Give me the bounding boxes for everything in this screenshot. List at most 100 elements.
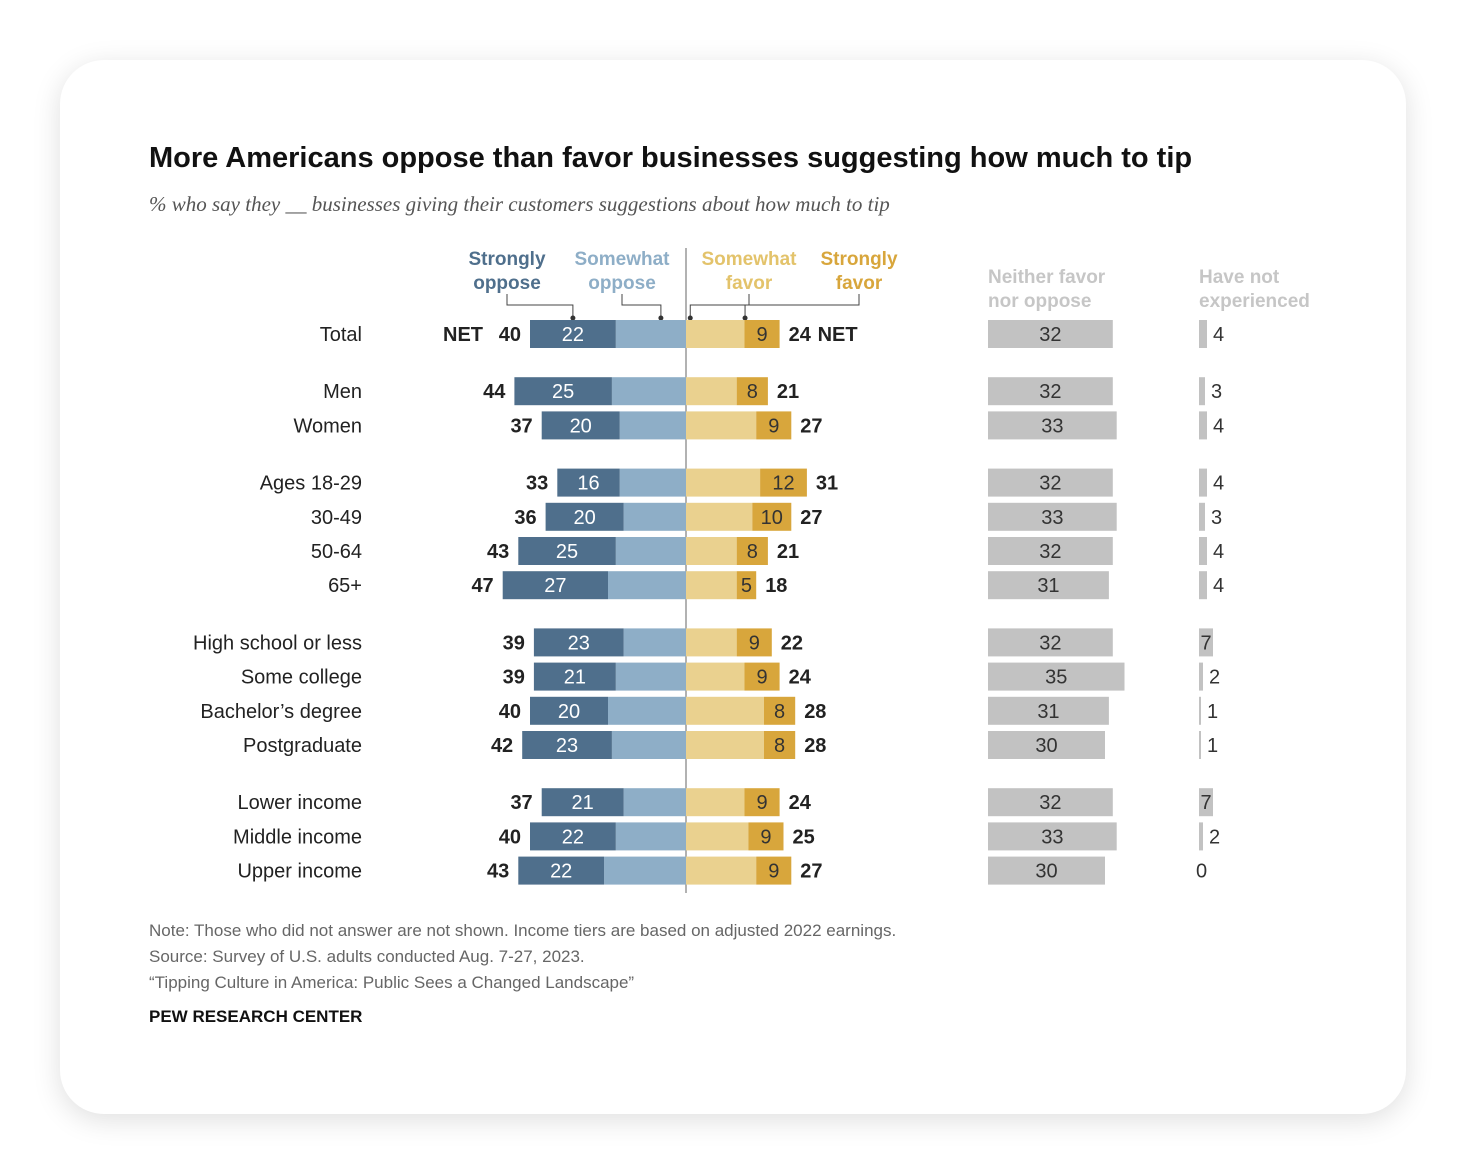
category-label: Some college [241, 667, 362, 689]
net-favor-value: 27 [800, 507, 822, 529]
bar-not-experienced [1199, 628, 1213, 657]
value-not-experienced: 7 [1200, 632, 1211, 654]
value-not-experienced: 4 [1213, 324, 1224, 346]
net-oppose-value: 39 [503, 667, 525, 689]
bar-strongly-favor [748, 822, 784, 851]
bar-neither [988, 856, 1105, 885]
bar-somewhat-favor [686, 468, 761, 497]
value-neither: 32 [1039, 632, 1061, 654]
bar-somewhat-oppose [623, 502, 686, 531]
bar-not-experienced [1199, 468, 1207, 497]
value-neither: 32 [1039, 792, 1061, 814]
bar-not-experienced [1199, 502, 1205, 531]
value-neither: 32 [1039, 541, 1061, 563]
net-favor-value: 21 [777, 541, 799, 563]
bar-strongly-favor [744, 320, 780, 348]
category-label: 50-64 [311, 541, 362, 563]
value-neither: 32 [1039, 381, 1061, 403]
category-label: High school or less [193, 632, 362, 654]
net-favor-value: 24 [789, 792, 812, 814]
legend-connector-dot-somewhat-oppose [658, 315, 664, 321]
net-oppose-value: 40 [499, 826, 521, 848]
value-strongly-favor: 9 [768, 861, 779, 883]
bar-somewhat-favor [686, 411, 757, 440]
net-oppose-value: 36 [514, 507, 536, 529]
bar-strongly-favor [752, 502, 792, 531]
bar-strongly-oppose [541, 411, 620, 440]
bar-neither [988, 696, 1109, 725]
value-not-experienced: 2 [1209, 667, 1220, 689]
category-label: Women [293, 415, 362, 437]
value-strongly-favor: 9 [749, 632, 760, 654]
value-strongly-oppose: 23 [568, 632, 590, 654]
legend-connector-strongly-favor [744, 294, 860, 318]
bar-strongly-oppose [522, 731, 612, 759]
legend-connector-dot-strongly-oppose [570, 315, 576, 321]
value-neither: 33 [1041, 826, 1063, 848]
bar-somewhat-favor [686, 571, 737, 600]
net-favor-value: 24 [789, 324, 812, 346]
bar-strongly-oppose [518, 537, 616, 565]
value-strongly-favor: 8 [747, 381, 758, 403]
net-oppose-value: 40 [499, 324, 521, 346]
bar-somewhat-favor [686, 856, 757, 885]
category-label: Men [323, 381, 362, 403]
legend-connector-somewhat-favor [689, 294, 750, 318]
value-strongly-oppose: 25 [552, 381, 574, 403]
value-strongly-oppose: 16 [577, 473, 599, 495]
bar-neither [988, 662, 1125, 691]
value-strongly-favor: 9 [760, 826, 771, 848]
bar-strongly-oppose [533, 628, 624, 657]
legend-strongly-oppose-line2: oppose [473, 273, 541, 294]
net-favor-value: 28 [804, 701, 826, 723]
bar-strongly-oppose [530, 696, 608, 725]
net-label-left: NET [443, 324, 483, 346]
value-strongly-favor: 8 [774, 701, 785, 723]
bar-strongly-favor [736, 377, 768, 406]
value-neither: 30 [1035, 735, 1057, 757]
legend-strongly-oppose-line1: Strongly [468, 249, 545, 270]
chart-subtitle: % who say they __ businesses giving thei… [149, 192, 890, 216]
bar-somewhat-oppose [619, 411, 686, 440]
bar-neither [988, 377, 1113, 406]
bar-neither [988, 502, 1117, 531]
chart-notes: Note: Those who did not answer are not s… [149, 918, 896, 996]
bar-strongly-oppose [530, 822, 616, 851]
bar-not-experienced [1199, 822, 1203, 851]
source-text: Source: Survey of U.S. adults conducted … [149, 947, 585, 966]
legend-neither-line1: Neither favor [988, 267, 1106, 288]
bar-somewhat-oppose [611, 377, 686, 406]
bar-not-experienced [1199, 696, 1201, 725]
category-label: 30-49 [311, 507, 362, 529]
bar-somewhat-oppose [623, 628, 686, 657]
bar-strongly-oppose [545, 502, 624, 531]
value-not-experienced: 0 [1196, 861, 1207, 883]
net-favor-value: 25 [793, 826, 815, 848]
bar-neither [988, 468, 1113, 497]
value-strongly-favor: 9 [756, 792, 767, 814]
bar-neither [988, 411, 1117, 440]
value-strongly-oppose: 22 [550, 861, 572, 883]
bar-neither [988, 320, 1113, 348]
bar-strongly-oppose [533, 662, 616, 691]
value-not-experienced: 3 [1211, 381, 1222, 403]
value-strongly-oppose: 20 [558, 701, 580, 723]
net-oppose-value: 43 [487, 541, 509, 563]
legend-connector-somewhat-oppose [621, 294, 662, 318]
legend-connector-dot-somewhat-favor [687, 315, 693, 321]
bar-strongly-favor [760, 468, 807, 497]
value-strongly-oppose: 22 [562, 324, 584, 346]
value-strongly-oppose: 21 [564, 667, 586, 689]
net-oppose-value: 37 [510, 415, 532, 437]
bar-somewhat-favor [686, 320, 745, 348]
net-favor-value: 18 [765, 575, 787, 597]
value-neither: 33 [1041, 507, 1063, 529]
bar-strongly-oppose [514, 377, 612, 406]
category-label: Bachelor’s degree [200, 701, 362, 723]
bar-strongly-favor [736, 628, 772, 657]
category-label: 65+ [328, 575, 362, 597]
bar-strongly-favor [756, 411, 792, 440]
net-oppose-value: 33 [526, 473, 548, 495]
legend-not-experienced-line1: Have not [1199, 267, 1280, 288]
